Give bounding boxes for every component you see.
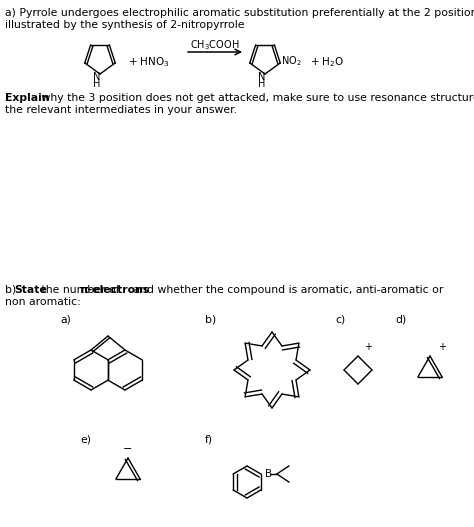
Text: N: N [93, 72, 100, 82]
Text: π-electrons: π-electrons [80, 285, 150, 295]
Text: −: − [123, 444, 133, 454]
Text: illustrated by the synthesis of 2-nitropyrrole: illustrated by the synthesis of 2-nitrop… [5, 20, 245, 30]
Text: d): d) [395, 315, 406, 325]
Text: f): f) [205, 435, 213, 445]
Text: State: State [14, 285, 47, 295]
Text: why the 3 position does not get attacked, make sure to use resonance structures : why the 3 position does not get attacked… [38, 93, 474, 103]
Text: Explain: Explain [5, 93, 49, 103]
Text: b): b) [5, 285, 20, 295]
Text: H: H [258, 79, 265, 89]
Text: +: + [438, 342, 446, 352]
Text: + HNO$_3$: + HNO$_3$ [128, 55, 170, 69]
Text: H: H [93, 79, 100, 89]
Text: + H$_2$O: + H$_2$O [310, 55, 345, 69]
Text: c): c) [335, 315, 345, 325]
Text: B: B [265, 469, 272, 479]
Text: e): e) [80, 435, 91, 445]
Text: N: N [258, 72, 265, 82]
Text: the number of: the number of [38, 285, 123, 295]
Text: +: + [364, 342, 372, 352]
Text: a) Pyrrole undergoes electrophilic aromatic substitution preferentially at the 2: a) Pyrrole undergoes electrophilic aroma… [5, 8, 474, 18]
Text: and whether the compound is aromatic, anti-aromatic or: and whether the compound is aromatic, an… [130, 285, 443, 295]
Text: the relevant intermediates in your answer.: the relevant intermediates in your answe… [5, 105, 237, 115]
Text: CH$_3$COOH: CH$_3$COOH [190, 38, 240, 52]
Text: b): b) [205, 315, 216, 325]
Text: a): a) [60, 315, 71, 325]
Text: NO$_2$: NO$_2$ [281, 54, 302, 68]
Text: non aromatic:: non aromatic: [5, 297, 81, 307]
